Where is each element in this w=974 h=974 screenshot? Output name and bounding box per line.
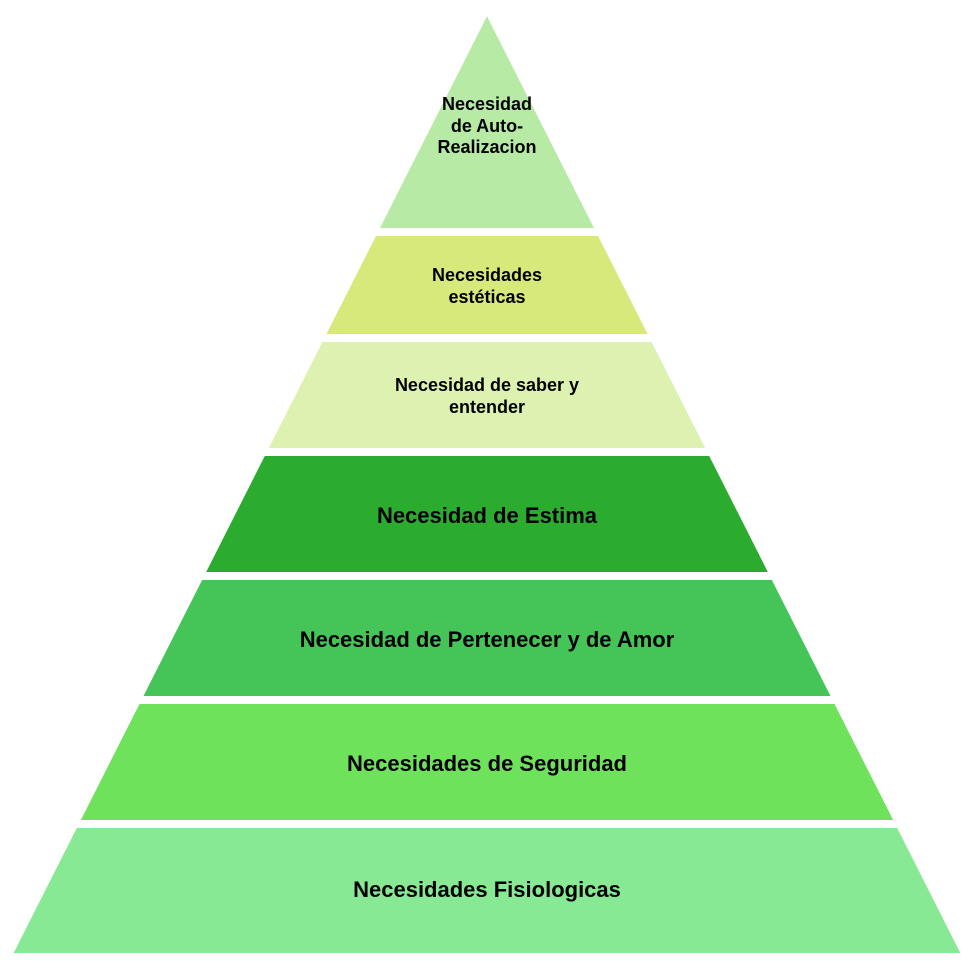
- pyramid-level-1: [378, 14, 595, 229]
- pyramid-diagram: Necesidad de Auto- RealizacionNecesidade…: [0, 0, 974, 974]
- pyramid-svg: [0, 0, 974, 974]
- pyramid-level-7: [12, 827, 962, 954]
- pyramid-level-5: [142, 579, 832, 697]
- pyramid-level-6: [79, 703, 895, 821]
- pyramid-level-3: [267, 341, 707, 449]
- pyramid-level-4: [205, 455, 770, 573]
- pyramid-level-2: [325, 235, 649, 335]
